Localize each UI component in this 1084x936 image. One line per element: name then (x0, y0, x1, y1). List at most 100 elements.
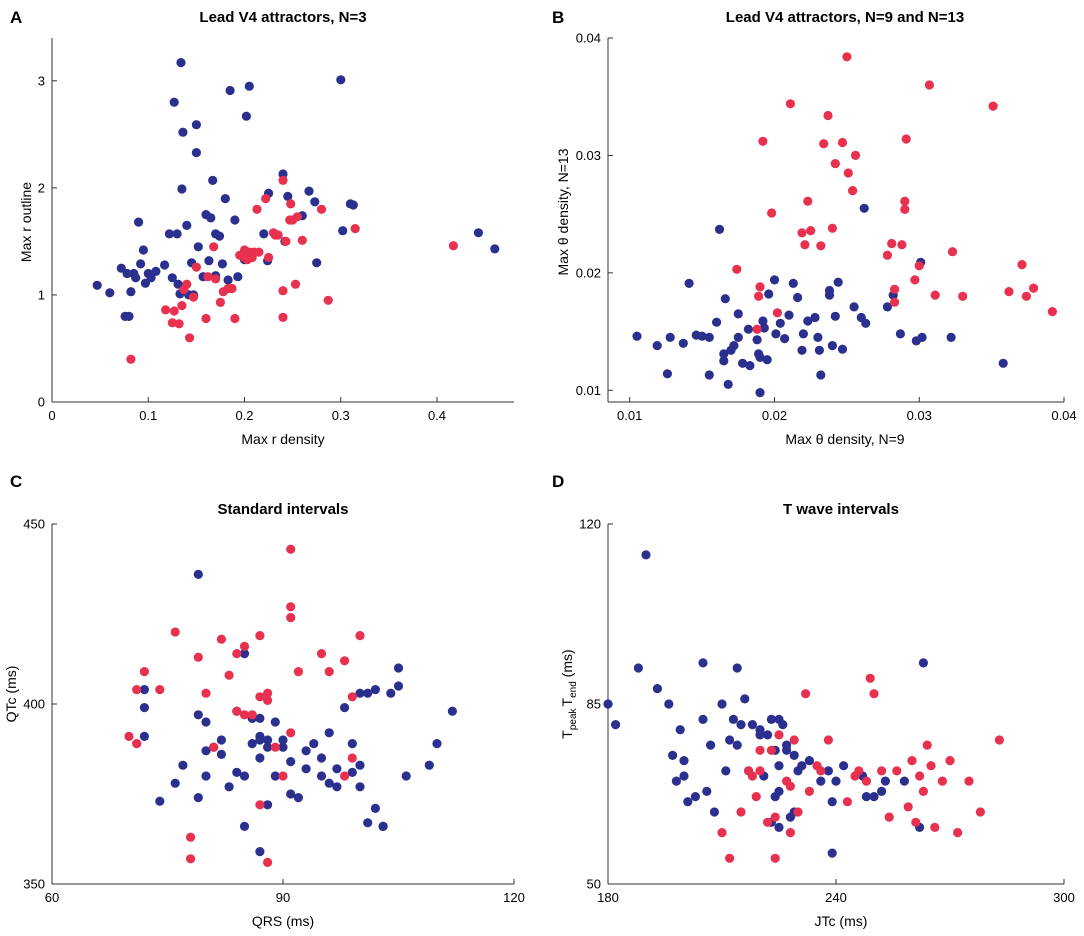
point-blue-b (662, 369, 673, 379)
point-blue-d (668, 750, 678, 761)
point-blue-b (743, 324, 754, 334)
point-blue-d (652, 684, 663, 694)
point-red-c (286, 613, 296, 623)
point-blue-d (816, 776, 826, 786)
point-blue-c (139, 703, 149, 713)
point-blue-c (316, 753, 327, 763)
point-blue-a (348, 200, 358, 210)
point-blue-d (774, 761, 784, 771)
point-red-b (887, 238, 897, 249)
point-blue-c (393, 663, 404, 673)
point-blue-b (684, 278, 694, 288)
point-blue-a (134, 217, 144, 227)
y-tick-label-b: 0.04 (576, 31, 601, 46)
point-red-c (193, 652, 203, 662)
point-blue-b (714, 224, 725, 234)
point-blue-a (208, 175, 218, 185)
x-tick-label-c: 120 (503, 890, 525, 905)
point-blue-c (155, 796, 165, 806)
x-tick-label-c: 60 (45, 890, 59, 905)
point-blue-c (255, 847, 265, 857)
point-red-c (286, 544, 296, 554)
point-blue-b (652, 341, 662, 351)
point-red-a (191, 262, 201, 272)
point-red-b (914, 261, 924, 271)
point-blue-c (447, 706, 457, 716)
point-red-b (897, 240, 907, 250)
point-blue-a (151, 266, 161, 276)
point-blue-d (880, 776, 891, 786)
point-blue-a (172, 229, 182, 239)
point-blue-d (732, 740, 742, 750)
point-blue-b (632, 331, 642, 341)
point-blue-b (803, 316, 813, 326)
point-blue-c (255, 735, 265, 745)
point-red-c (278, 771, 288, 781)
point-blue-a (233, 272, 243, 282)
point-red-d (751, 792, 761, 802)
y-tick-label-d: 85 (587, 697, 601, 712)
point-red-c (209, 742, 219, 752)
point-blue-d (717, 699, 727, 709)
point-red-d (747, 771, 758, 781)
point-red-c (186, 832, 196, 842)
point-red-a (286, 199, 296, 209)
point-blue-b (764, 289, 774, 299)
x-tick-label-b: 0.01 (617, 408, 642, 423)
point-blue-a (131, 273, 141, 283)
point-blue-a (177, 184, 187, 194)
y-tick-label-a: 1 (38, 287, 45, 302)
point-blue-c (239, 649, 250, 659)
y-tick-label-b: 0.01 (576, 383, 601, 398)
point-blue-c (301, 764, 311, 774)
point-blue-c (378, 821, 388, 832)
point-red-c (255, 631, 265, 641)
point-blue-a (312, 258, 322, 268)
point-red-d (994, 735, 1005, 745)
point-blue-a (223, 275, 233, 285)
point-red-c (224, 670, 234, 680)
point-red-d (937, 776, 948, 786)
point-blue-d (732, 663, 742, 673)
point-blue-b (729, 341, 739, 351)
point-red-b (924, 80, 935, 90)
point-blue-a (122, 268, 132, 279)
point-red-b (767, 208, 777, 218)
point-blue-a (193, 242, 203, 252)
point-blue-a (225, 85, 235, 96)
point-red-c (155, 685, 165, 695)
point-blue-d (877, 786, 887, 797)
point-red-d (884, 812, 894, 822)
point-blue-c (278, 735, 288, 745)
point-blue-b (946, 332, 956, 342)
point-blue-c (224, 782, 234, 792)
point-blue-d (782, 745, 792, 755)
point-red-b (816, 241, 826, 251)
point-blue-b (697, 331, 707, 341)
x-tick-label-d: 300 (1053, 890, 1075, 905)
point-red-b (947, 247, 958, 257)
point-red-d (774, 730, 784, 740)
point-red-c (124, 731, 134, 742)
panel-a: A Lead V4 attractors, N=3 Max r density … (10, 8, 514, 447)
point-blue-d (603, 699, 613, 709)
point-red-c (286, 728, 296, 738)
point-blue-d (721, 766, 731, 776)
point-blue-b (712, 317, 722, 327)
point-red-d (725, 853, 735, 863)
point-red-b (930, 290, 940, 300)
point-blue-d (671, 776, 682, 786)
panel-d: D T wave intervals JTc (ms) TpeakTend (m… (552, 472, 1075, 929)
point-blue-c (255, 753, 265, 763)
point-blue-c (309, 739, 319, 749)
point-blue-c (286, 789, 296, 799)
point-blue-b (762, 355, 772, 365)
point-blue-a (178, 127, 188, 137)
point-red-c (293, 667, 303, 677)
point-blue-b (755, 388, 765, 398)
point-blue-c (139, 685, 149, 695)
point-blue-d (664, 699, 674, 709)
point-red-d (842, 797, 853, 807)
point-blue-b (797, 345, 807, 355)
point-red-d (892, 766, 902, 776)
